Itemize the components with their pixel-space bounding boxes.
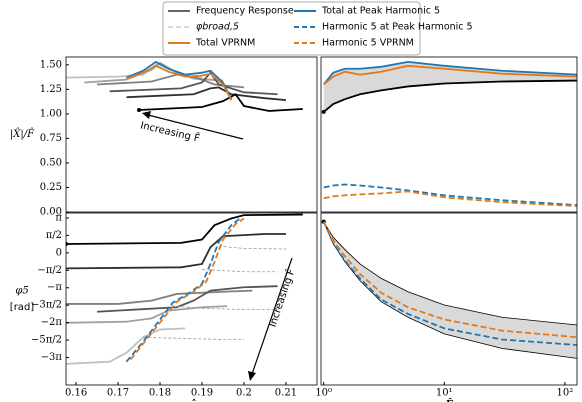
line: [66, 327, 186, 365]
x-tick-label: 0.18: [149, 388, 171, 399]
x-axis-label: ω̂: [187, 400, 197, 402]
y-tick-label: 0: [56, 247, 62, 258]
x-axis-label: F̂: [444, 399, 453, 402]
annotation: Increasing F̂: [266, 267, 298, 329]
y-tick-label: 0.50: [40, 157, 62, 168]
legend-label: Frequency Response: [196, 6, 294, 17]
legend-box: [162, 1, 421, 56]
legend-label: Harmonic 5 VPRNM: [322, 38, 414, 49]
y-tick-label: 0.75: [40, 133, 62, 144]
y-tick-label: −5π/2: [31, 335, 62, 346]
point: [321, 109, 326, 114]
line: [129, 217, 245, 361]
line: [323, 79, 577, 113]
line: [126, 64, 233, 101]
line: [323, 183, 577, 207]
line: [66, 213, 303, 245]
axes-frame: [320, 56, 578, 213]
annotation: Increasing F̂: [139, 119, 201, 145]
line: [66, 305, 228, 324]
line: [97, 285, 278, 313]
point: [137, 107, 142, 112]
x-tick-label: 0.16: [65, 388, 87, 399]
line: [323, 190, 577, 208]
axes-frame: [65, 212, 318, 386]
plot-area: [321, 219, 577, 359]
line: [143, 336, 244, 340]
line: [323, 221, 577, 326]
point: [66, 241, 68, 246]
y-tick-label: −2π: [41, 317, 63, 328]
x-tick-label: 0.19: [191, 388, 213, 399]
legend-label: Total VPRNM: [195, 38, 255, 49]
axes-frame: [320, 212, 578, 386]
y-tick-label: 0.25: [40, 182, 62, 193]
y-axis-label: |X̂|/F̂: [10, 128, 35, 140]
line: [322, 60, 577, 86]
line: [66, 233, 286, 270]
y-tick-label: π/2: [46, 230, 62, 241]
line: [218, 245, 286, 250]
x-tick-label: 10²: [557, 388, 574, 399]
y-axis-label: [rad]: [10, 302, 34, 313]
x-tick-label: 10⁰: [315, 388, 332, 399]
y-tick-label: 1.00: [40, 108, 62, 119]
arrow: [251, 257, 293, 375]
line: [126, 86, 287, 102]
line: [201, 269, 278, 273]
legend-label: Harmonic 5 at Peak Harmonic 5: [322, 22, 473, 33]
y-tick-label: 1.50: [40, 59, 62, 70]
y-axis-label: φ5: [15, 286, 28, 297]
line: [109, 71, 278, 96]
y-tick-label: 0.00: [40, 207, 62, 218]
line: [125, 217, 241, 363]
plot-area: [66, 60, 303, 112]
line: [84, 61, 224, 84]
legend: Frequency Response φbroad,5 Total VPRNM Tot…: [162, 1, 473, 56]
axes-frame: [65, 56, 318, 213]
plot-area: [66, 213, 303, 365]
arrow-head: [248, 371, 256, 381]
band: [323, 221, 577, 359]
line: [138, 93, 303, 112]
y-tick-label: −3π: [41, 352, 63, 363]
x-tick-label: 0.2: [236, 388, 252, 399]
line: [176, 305, 278, 310]
x-tick-label: 0.17: [107, 388, 129, 399]
x-tick-label: 0.21: [275, 388, 297, 399]
legend-label: φbroad,5: [196, 22, 239, 33]
line: [323, 64, 577, 86]
line: [126, 60, 233, 100]
y-tick-label: −3π/2: [31, 300, 62, 311]
x-tick-label: 10¹: [436, 388, 453, 399]
y-tick-label: π: [55, 212, 62, 223]
arrow: [147, 114, 244, 140]
legend-label: Total at Peak Harmonic 5: [321, 6, 440, 17]
arrow-head: [142, 111, 151, 119]
y-tick-label: −π: [47, 282, 62, 293]
y-tick-label: 1.25: [40, 84, 62, 95]
y-tick-label: −π/2: [37, 265, 62, 276]
plot-area: [321, 60, 577, 208]
line: [322, 221, 577, 346]
line: [66, 289, 253, 305]
line: [322, 221, 577, 339]
